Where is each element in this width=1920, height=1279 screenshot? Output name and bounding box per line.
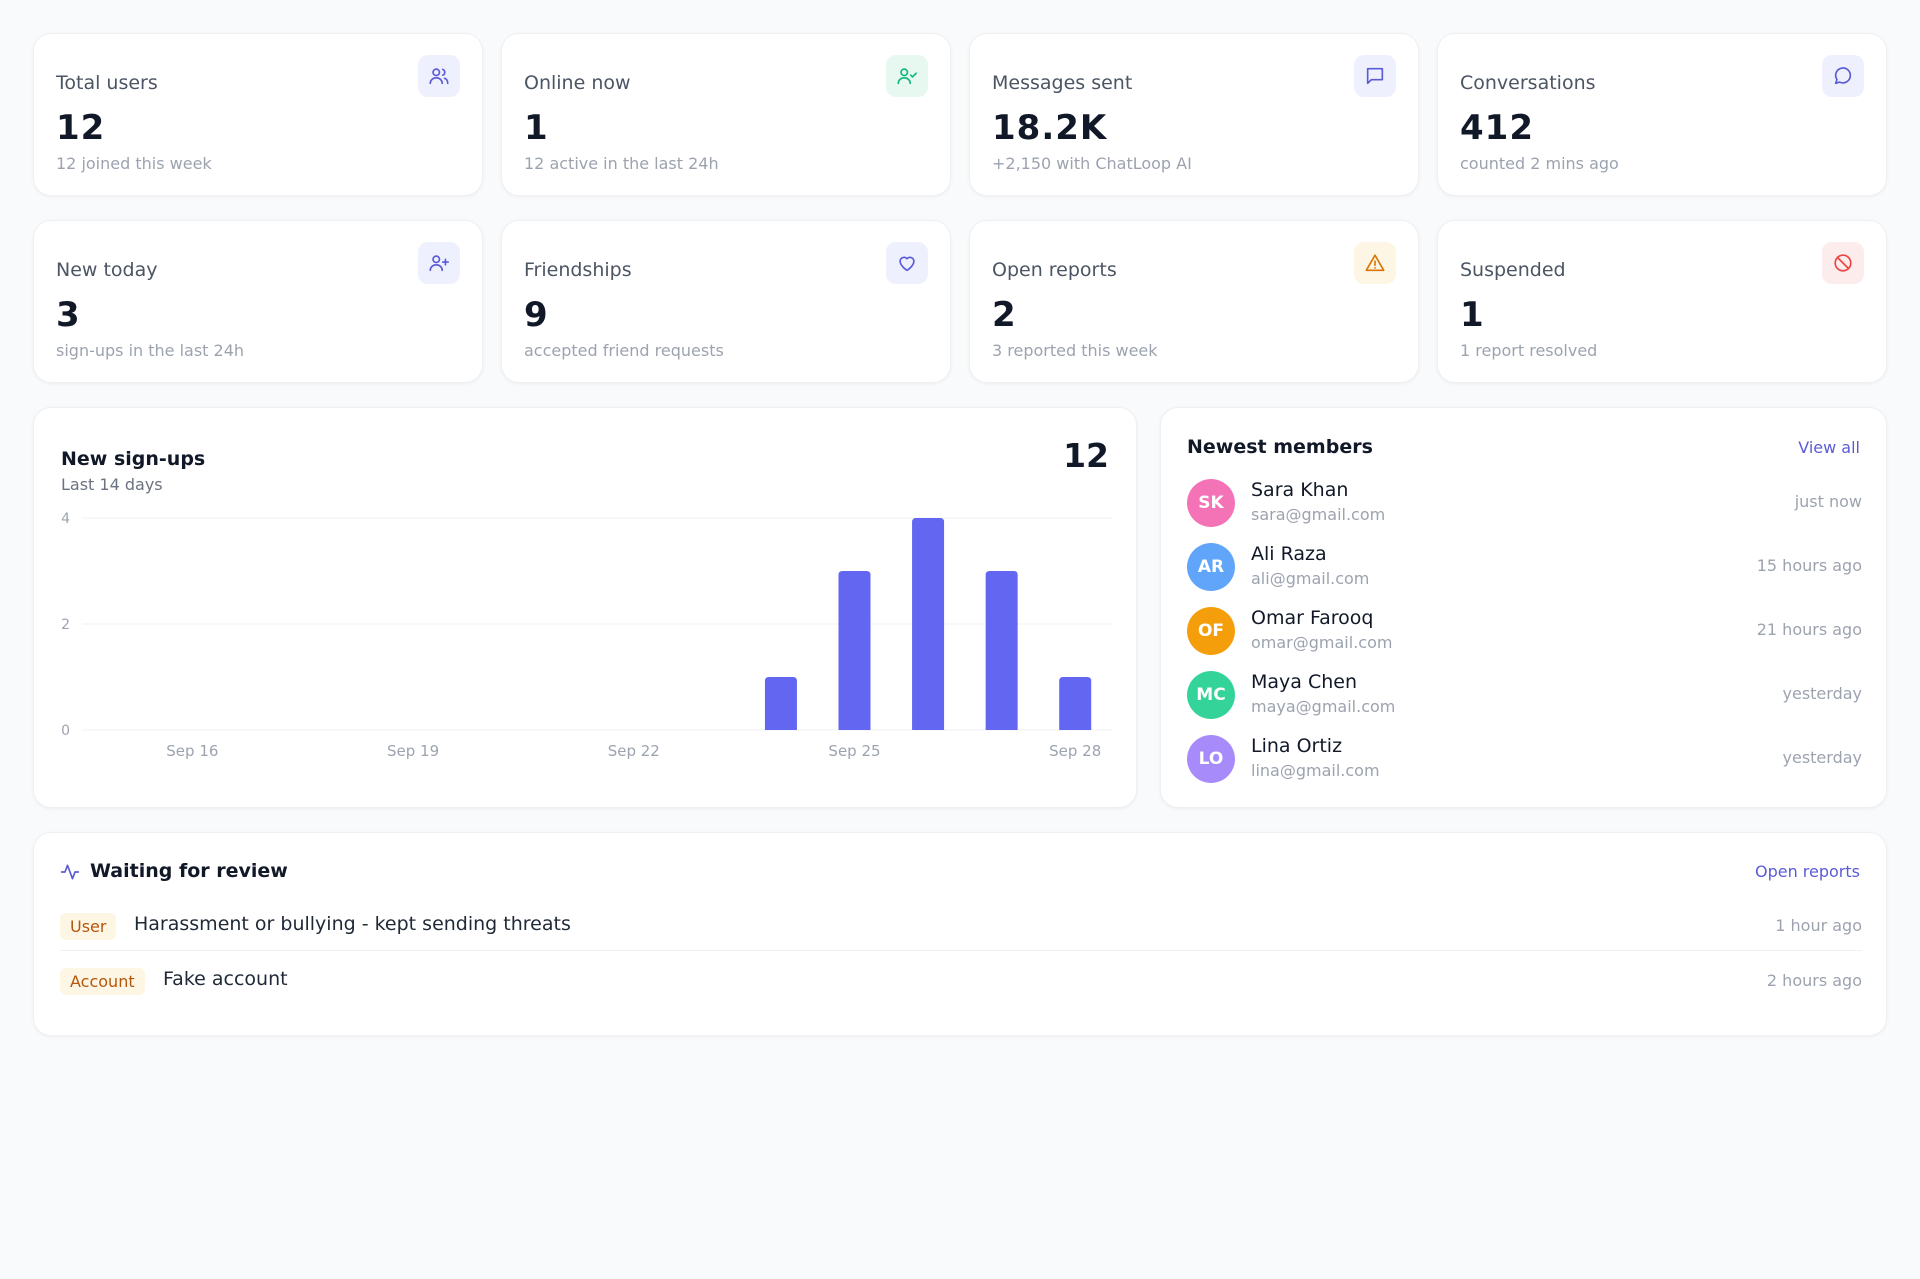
stat-label: Friendships [524,259,632,281]
member-row[interactable]: MC Maya Chen maya@gmail.com yesterday [1187,669,1862,721]
member-row[interactable]: SK Sara Khan sara@gmail.com just now [1187,477,1862,529]
member-email: maya@gmail.com [1251,697,1396,716]
y-tick-label: 4 [61,511,70,527]
heart-icon [886,242,928,284]
bar-sep-27[interactable] [985,571,1018,730]
stat-label: Total users [56,72,158,94]
newest-members-card: Newest members View all SK Sara Khan sar… [1160,407,1887,808]
avatar: SK [1187,479,1235,527]
member-joined-time: 15 hours ago [1756,556,1862,575]
stat-value: 18.2K [992,108,1108,148]
member-email: lina@gmail.com [1251,761,1380,780]
member-row[interactable]: OF Omar Farooq omar@gmail.com 21 hours a… [1187,605,1862,657]
ban-icon [1822,242,1864,284]
stat-value: 12 [56,108,106,148]
bar-sep-28[interactable] [1059,677,1092,730]
message-square-icon [1354,55,1396,97]
stat-value: 9 [524,295,549,335]
report-time: 2 hours ago [1766,971,1862,990]
stat-value: 1 [524,108,549,148]
member-name: Sara Khan [1251,479,1349,501]
stat-subtext: sign-ups in the last 24h [56,341,245,360]
signups-bar-chart: 0 2 4 Sep 16 Sep 19 Sep 22 Sep 25 Sep 28 [61,511,1112,760]
report-row[interactable]: User Harassment or bullying - kept sendi… [60,903,1862,951]
message-circle-icon [1822,55,1864,97]
stat-card-suspended: Suspended 1 1 report resolved [1437,220,1887,383]
stat-label: Open reports [992,259,1117,281]
stat-value: 2 [992,295,1017,335]
activity-icon [60,864,80,880]
chart-total: 12 [1063,436,1109,475]
stat-subtext: 1 report resolved [1460,341,1598,360]
stat-value: 1 [1460,295,1485,335]
report-reason: Harassment or bullying - kept sending th… [134,913,571,935]
signups-chart-card: New sign-ups Last 14 days 12 0 2 4 Sep 16 Se… [33,407,1137,808]
avatar: MC [1187,671,1235,719]
stat-subtext: +2,150 with ChatLoop AI [992,154,1192,173]
user-plus-icon [418,242,460,284]
x-tick-label: Sep 28 [1049,742,1101,760]
stat-card-open-reports: Open reports 2 3 reported this week [969,220,1419,383]
x-tick-label: Sep 22 [608,742,660,760]
member-name: Maya Chen [1251,671,1358,693]
member-name: Ali Raza [1251,543,1327,565]
member-row[interactable]: LO Lina Ortiz lina@gmail.com yesterday [1187,733,1862,785]
member-name: Lina Ortiz [1251,735,1343,757]
member-joined-time: yesterday [1782,684,1863,703]
avatar: LO [1187,735,1235,783]
y-tick-label: 0 [61,723,70,739]
report-type-badge: Account [60,968,145,995]
stat-label: Suspended [1460,259,1566,281]
member-joined-time: yesterday [1782,748,1863,767]
stat-card-online-now: Online now 1 12 active in the last 24h [501,33,951,196]
stat-label: Online now [524,72,631,94]
stat-value: 3 [56,295,81,335]
stat-label: Messages sent [992,72,1133,94]
users-icon [418,55,460,97]
stat-value: 412 [1460,108,1534,148]
stat-subtext: accepted friend requests [524,341,724,360]
chart-title: New sign-ups [61,448,206,470]
avatar: OF [1187,607,1235,655]
stat-card-friendships: Friendships 9 accepted friend requests [501,220,951,383]
report-reason: Fake account [163,968,288,990]
chart-subtitle: Last 14 days [61,475,163,494]
stat-card-total-users: Total users 12 12 joined this week [33,33,483,196]
x-tick-label: Sep 16 [166,742,218,760]
bar-sep-25[interactable] [838,571,871,730]
user-check-icon [886,55,928,97]
member-email: sara@gmail.com [1251,505,1386,524]
member-joined-time: 21 hours ago [1756,620,1862,639]
review-title: Waiting for review [90,860,288,882]
stat-subtext: 12 active in the last 24h [524,154,719,173]
waiting-for-review-card: Waiting for review Open reports User Har… [33,832,1887,1036]
alert-triangle-icon [1354,242,1396,284]
avatar: AR [1187,543,1235,591]
y-tick-label: 2 [61,617,70,633]
members-title: Newest members [1187,436,1373,458]
stat-subtext: 12 joined this week [56,154,212,173]
stat-label: New today [56,259,158,281]
stat-subtext: counted 2 mins ago [1460,154,1619,173]
stat-card-new-today: New today 3 sign-ups in the last 24h [33,220,483,383]
member-row[interactable]: AR Ali Raza ali@gmail.com 15 hours ago [1187,541,1862,593]
view-all-link[interactable]: View all [1798,438,1860,457]
member-email: ali@gmail.com [1251,569,1370,588]
stat-card-messages-sent: Messages sent 18.2K +2,150 with ChatLoop… [969,33,1419,196]
report-type-badge: User [60,913,117,940]
report-time: 1 hour ago [1775,916,1862,935]
member-joined-time: just now [1794,492,1862,511]
stat-card-conversations: Conversations 412 counted 2 mins ago [1437,33,1887,196]
x-tick-label: Sep 25 [828,742,880,760]
bar-sep-26[interactable] [912,518,945,730]
member-email: omar@gmail.com [1251,633,1393,652]
x-tick-label: Sep 19 [387,742,439,760]
bar-sep-24[interactable] [764,677,797,730]
member-name: Omar Farooq [1251,607,1374,629]
stat-subtext: 3 reported this week [992,341,1158,360]
stat-label: Conversations [1460,72,1596,94]
open-reports-link[interactable]: Open reports [1754,862,1860,881]
report-row[interactable]: Account Fake account 2 hours ago [60,958,1862,1006]
